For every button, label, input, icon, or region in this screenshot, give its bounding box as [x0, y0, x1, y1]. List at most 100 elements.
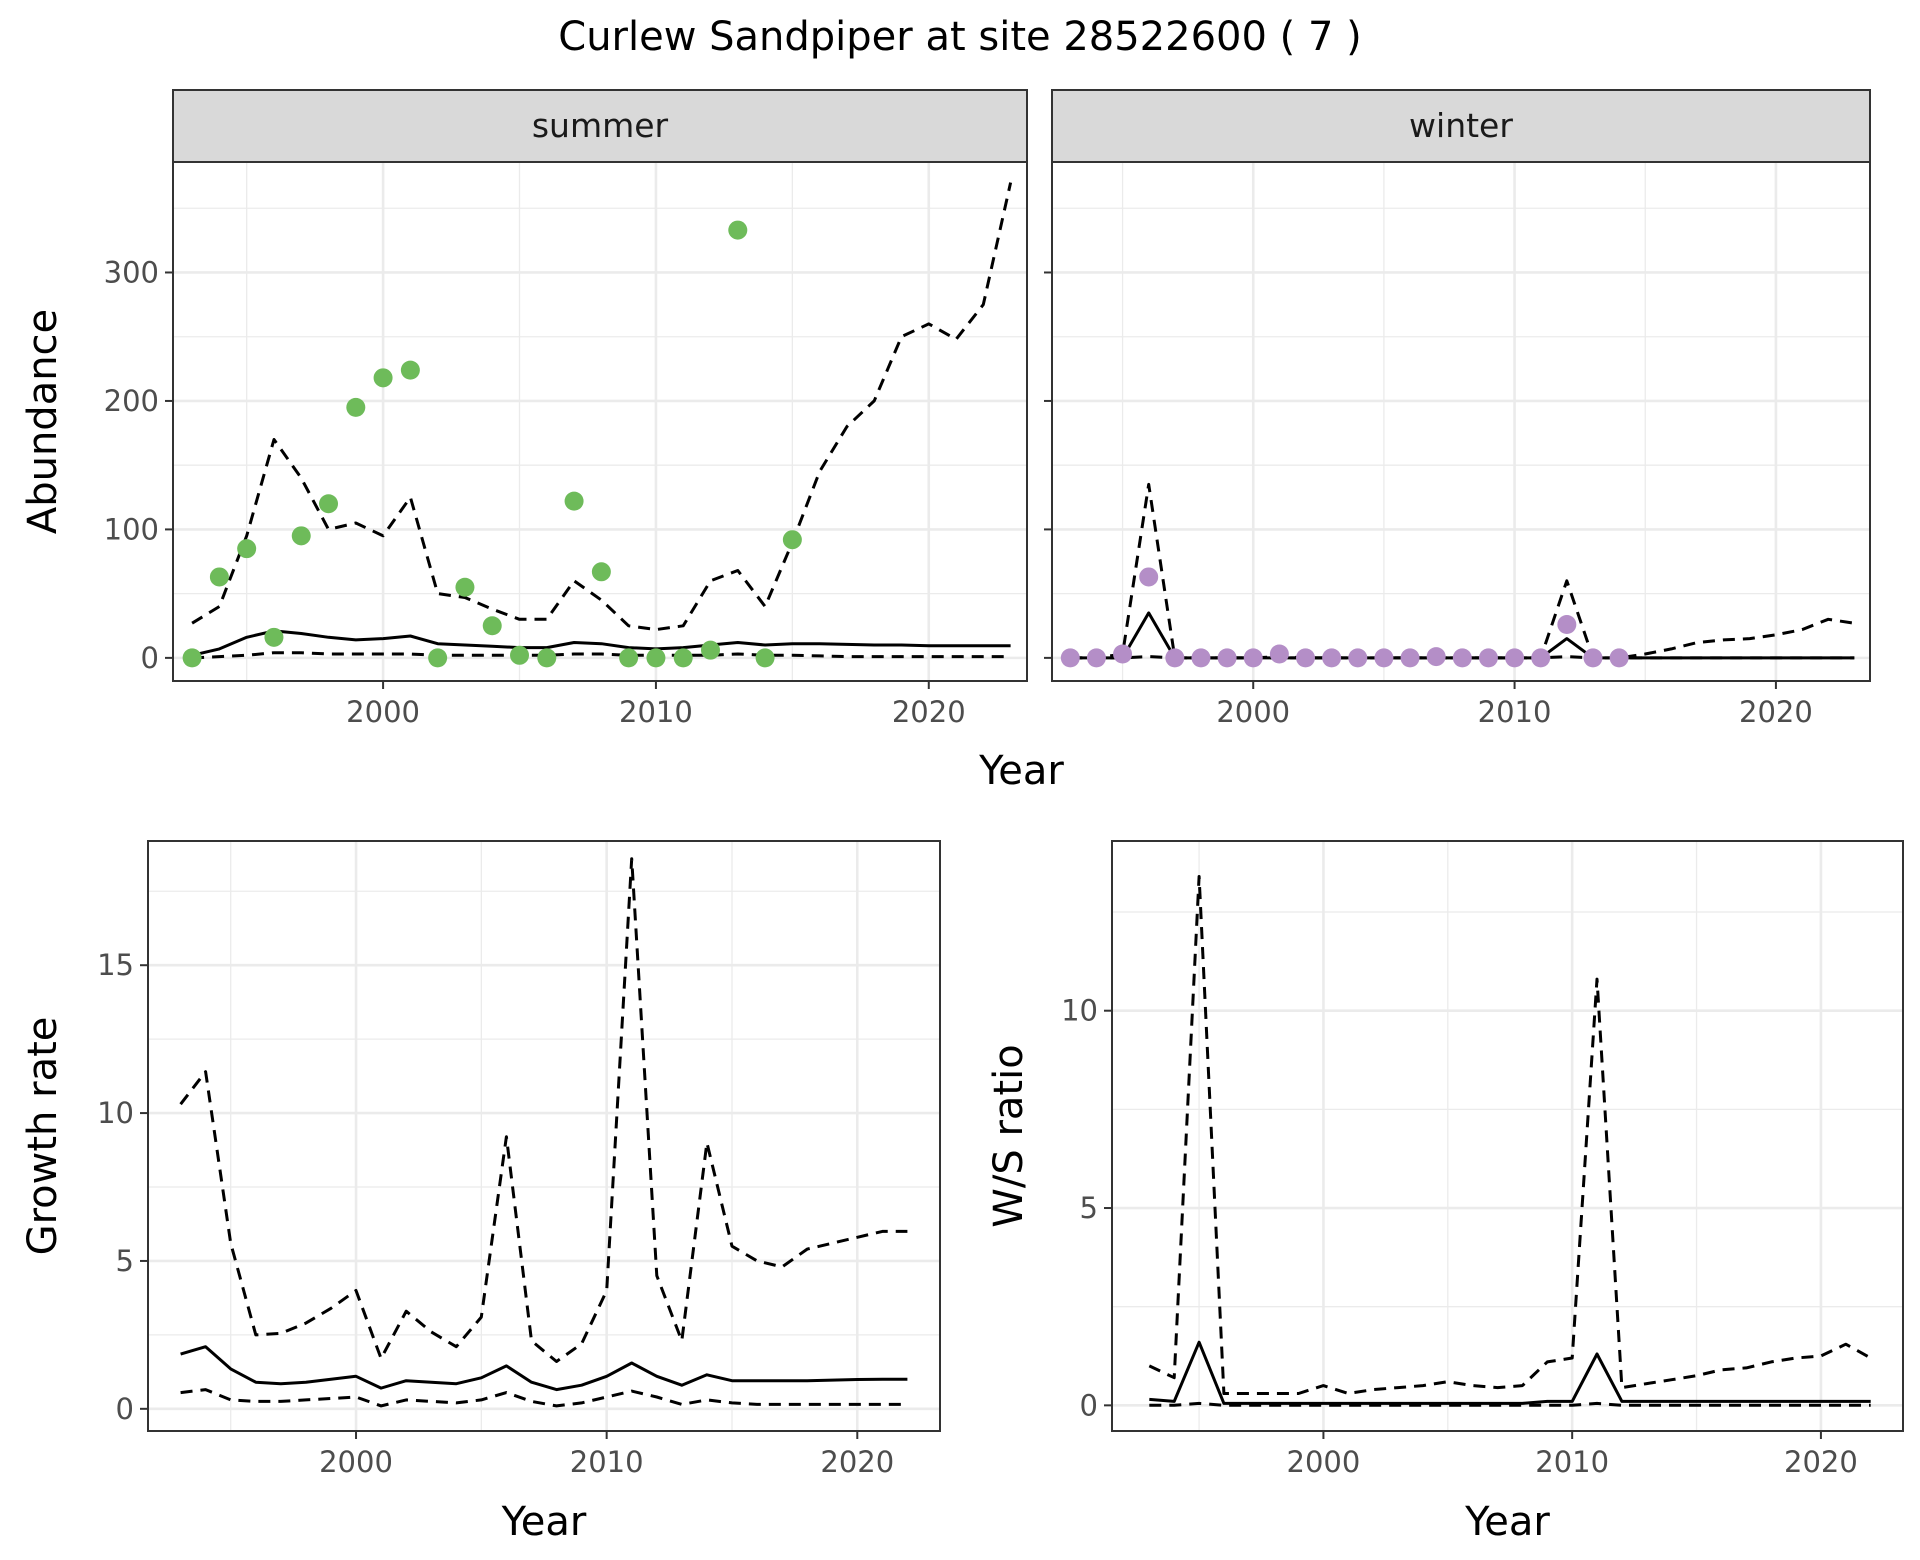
panel-growth-rate: 2000 2010 2020 0 5 10 15 Growth rate Year [20, 840, 941, 1545]
observed-point [1452, 648, 1472, 668]
observed-point [1478, 648, 1498, 668]
y-tick-label: 0 [116, 1392, 134, 1426]
x-tick-label: 2020 [892, 695, 966, 729]
plot-background [173, 162, 1027, 681]
observed-point [346, 397, 366, 417]
y-tick-label: 300 [104, 255, 159, 289]
x-tick-label: 2020 [1784, 1445, 1858, 1479]
panel-border [1111, 840, 1904, 1432]
observed-point [291, 526, 311, 546]
observed-point [619, 648, 639, 668]
y-tick-label: 200 [104, 384, 159, 418]
observed-point [1505, 648, 1525, 668]
x-tick-label: 2000 [1216, 695, 1290, 729]
observed-point [510, 645, 530, 665]
observed-point [1060, 648, 1080, 668]
x-tick-label: 2000 [319, 1445, 393, 1479]
x-tick-label: 2010 [619, 695, 693, 729]
y-tick-label: 10 [97, 1096, 134, 1130]
observed-point [701, 640, 721, 660]
facet-strip-label: summer [532, 106, 669, 145]
y-tick-label: 5 [116, 1244, 134, 1278]
x-tick-label: 2010 [570, 1445, 644, 1479]
observed-point [564, 491, 584, 511]
observed-point [1165, 648, 1185, 668]
x-tick-label: 2010 [1535, 1445, 1609, 1479]
upper-bound-line [179, 857, 908, 1363]
observed-point [646, 648, 666, 668]
facet-strip [1051, 89, 1871, 163]
x-axis-title: Year [501, 1499, 587, 1545]
observed-point [1217, 648, 1237, 668]
x-tick-label: 2010 [1478, 695, 1552, 729]
observed-point [1583, 648, 1603, 668]
x-axis-title: Year [1464, 1499, 1550, 1545]
observed-point [1243, 648, 1263, 668]
observed-point [1557, 614, 1577, 634]
y-tick-label: 10 [1061, 994, 1098, 1028]
estimate-line [180, 1345, 908, 1392]
observed-point [264, 627, 284, 647]
observed-point [1269, 644, 1289, 664]
y-tick-label: 15 [97, 948, 134, 982]
observed-point [1139, 567, 1159, 587]
observed-point [400, 360, 420, 380]
x-tick-label: 2020 [820, 1445, 894, 1479]
lower-bound-line [1149, 1401, 1871, 1407]
panel-abundance-summer: summer 2000 2010 2020 0 100 200 300 Abundance [20, 89, 1028, 729]
y-tick-label: 5 [1080, 1191, 1098, 1225]
observed-point [1296, 648, 1316, 668]
figure-title: Curlew Sandpiper at site 28522600 ( 7 ) [558, 14, 1361, 60]
observed-point [1348, 648, 1368, 668]
x-tick-label: 2020 [1739, 695, 1813, 729]
plot-background [148, 841, 940, 1431]
upper-bound-line [191, 182, 1013, 632]
panel-abundance-winter: winter 2000 2010 2020 [1044, 89, 1871, 729]
x-tick-label: 2000 [346, 695, 420, 729]
plot-background [1112, 841, 1903, 1431]
estimate-line [191, 629, 1011, 657]
y-axis-title: Abundance [20, 309, 66, 534]
x-tick-label: 2000 [1287, 1445, 1361, 1479]
plot-background [1052, 162, 1870, 681]
estimate-line [1149, 1340, 1871, 1405]
observed-point [482, 616, 502, 636]
observed-point [319, 494, 339, 514]
observed-point [1609, 648, 1629, 668]
panel-border [147, 840, 941, 1432]
x-axis-title-abundance: Year [978, 748, 1064, 794]
observed-point [537, 648, 557, 668]
observed-point [755, 648, 775, 668]
observed-point [1400, 648, 1420, 668]
observed-point [1531, 648, 1551, 668]
observed-point [728, 220, 748, 240]
y-axis-title: Growth rate [20, 1017, 66, 1256]
observed-point [1322, 648, 1342, 668]
y-tick-label: 0 [1080, 1388, 1098, 1422]
observed-point [1113, 644, 1133, 664]
y-tick-label: 0 [141, 641, 159, 675]
observed-point [1374, 648, 1394, 668]
facet-strip-label: winter [1409, 106, 1513, 145]
observed-point [373, 368, 393, 388]
observed-point [182, 648, 202, 668]
observed-point [591, 562, 611, 582]
observed-point [237, 539, 257, 559]
y-axis-title: W/S ratio [986, 1044, 1032, 1227]
observed-point [428, 648, 448, 668]
panel-ws-ratio: 2000 2010 2020 0 5 10 W/S ratio Year [986, 840, 1904, 1545]
observed-point [209, 567, 229, 587]
observed-point [673, 648, 693, 668]
observed-point [1191, 648, 1211, 668]
upper-bound-line [1148, 875, 1872, 1395]
observed-point [1086, 648, 1106, 668]
observed-point [782, 530, 802, 550]
y-tick-label: 100 [104, 512, 159, 546]
lower-bound-line [180, 1388, 908, 1408]
facet-strip [172, 89, 1028, 163]
observed-point [1426, 647, 1446, 667]
lower-bound-line [192, 651, 1011, 660]
observed-point [455, 577, 475, 597]
